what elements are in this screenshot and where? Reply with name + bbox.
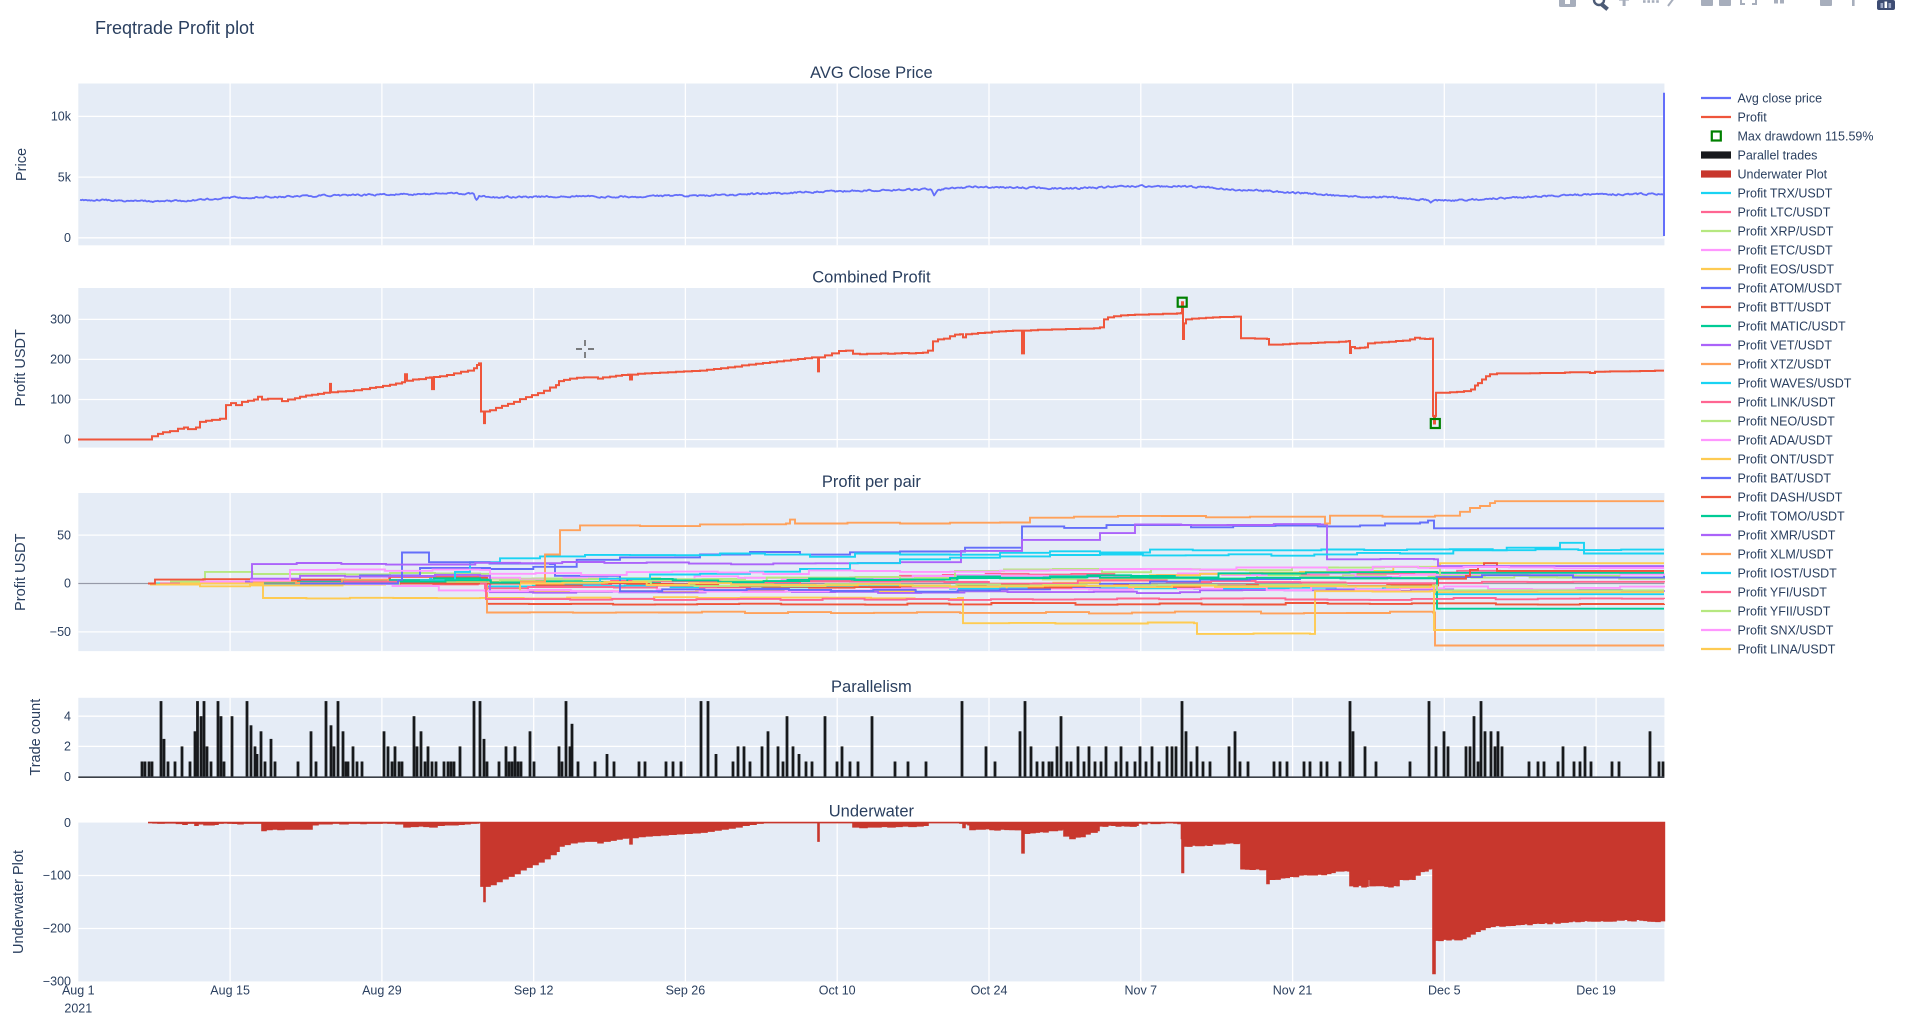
svg-text:−200: −200 [43, 922, 71, 936]
svg-text:Profit TOMO/USDT: Profit TOMO/USDT [1738, 509, 1846, 523]
svg-text:Combined Profit: Combined Profit [812, 269, 931, 287]
svg-text:300: 300 [50, 313, 71, 327]
svg-text:AVG Close Price: AVG Close Price [810, 64, 933, 82]
svg-text:Max drawdown 115.59%: Max drawdown 115.59% [1738, 129, 1874, 143]
svg-text:200: 200 [50, 353, 71, 367]
svg-text:Profit LINA/USDT: Profit LINA/USDT [1738, 642, 1836, 656]
svg-text:Profit NEO/USDT: Profit NEO/USDT [1738, 414, 1836, 428]
svg-text:Profit: Profit [1738, 110, 1768, 124]
svg-text:Underwater Plot: Underwater Plot [11, 850, 27, 954]
svg-text:Profit BAT/USDT: Profit BAT/USDT [1738, 471, 1832, 485]
svg-text:−50: −50 [50, 625, 71, 639]
svg-text:Profit XLM/USDT: Profit XLM/USDT [1738, 547, 1834, 561]
svg-text:0: 0 [64, 577, 71, 591]
svg-text:Profit EOS/USDT: Profit EOS/USDT [1738, 262, 1835, 276]
svg-text:Aug 15: Aug 15 [210, 984, 250, 998]
svg-text:Profit USDT: Profit USDT [13, 533, 29, 610]
svg-text:Profit IOST/USDT: Profit IOST/USDT [1738, 566, 1838, 580]
svg-text:Profit ONT/USDT: Profit ONT/USDT [1738, 452, 1835, 466]
svg-text:Nov 7: Nov 7 [1124, 984, 1157, 998]
svg-text:50: 50 [57, 528, 71, 542]
svg-text:Oct 10: Oct 10 [819, 984, 856, 998]
svg-text:Profit BTT/USDT: Profit BTT/USDT [1738, 300, 1832, 314]
svg-text:−300: −300 [43, 975, 71, 989]
svg-text:Profit YFII/USDT: Profit YFII/USDT [1738, 604, 1831, 618]
svg-text:100: 100 [50, 393, 71, 407]
svg-text:Oct 24: Oct 24 [971, 984, 1008, 998]
svg-text:Dec 5: Dec 5 [1428, 984, 1461, 998]
svg-text:Profit LINK/USDT: Profit LINK/USDT [1738, 395, 1836, 409]
svg-text:Profit DASH/USDT: Profit DASH/USDT [1738, 490, 1843, 504]
svg-text:Profit VET/USDT: Profit VET/USDT [1738, 338, 1833, 352]
svg-text:Profit USDT: Profit USDT [13, 329, 29, 406]
svg-text:Profit XMR/USDT: Profit XMR/USDT [1738, 528, 1836, 542]
svg-text:Parallel trades: Parallel trades [1738, 148, 1818, 162]
svg-text:0: 0 [64, 433, 71, 447]
svg-text:Freqtrade Profit plot: Freqtrade Profit plot [95, 18, 254, 38]
svg-text:Sep 12: Sep 12 [514, 984, 554, 998]
svg-text:5k: 5k [58, 170, 72, 184]
svg-text:Profit XRP/USDT: Profit XRP/USDT [1738, 224, 1834, 238]
svg-text:Profit XTZ/USDT: Profit XTZ/USDT [1738, 357, 1832, 371]
svg-text:Price: Price [14, 148, 30, 181]
svg-text:Nov 21: Nov 21 [1273, 984, 1313, 998]
svg-text:2: 2 [64, 740, 71, 754]
svg-text:Underwater Plot: Underwater Plot [1738, 167, 1828, 181]
svg-text:Profit ATOM/USDT: Profit ATOM/USDT [1738, 281, 1843, 295]
svg-text:Profit YFI/USDT: Profit YFI/USDT [1738, 585, 1828, 599]
svg-text:Profit TRX/USDT: Profit TRX/USDT [1738, 186, 1833, 200]
svg-text:Profit ADA/USDT: Profit ADA/USDT [1738, 433, 1834, 447]
svg-text:−100: −100 [43, 869, 71, 883]
svg-text:Profit WAVES/USDT: Profit WAVES/USDT [1738, 376, 1852, 390]
svg-text:10k: 10k [51, 110, 72, 124]
svg-text:Profit LTC/USDT: Profit LTC/USDT [1738, 205, 1831, 219]
svg-text:Profit ETC/USDT: Profit ETC/USDT [1738, 243, 1834, 257]
svg-text:0: 0 [64, 770, 71, 784]
svg-text:Underwater: Underwater [829, 803, 915, 821]
svg-text:Profit per pair: Profit per pair [822, 473, 922, 491]
svg-text:4: 4 [64, 709, 71, 723]
svg-text:0: 0 [64, 816, 71, 830]
svg-text:Profit MATIC/USDT: Profit MATIC/USDT [1738, 319, 1846, 333]
svg-text:0: 0 [64, 231, 71, 245]
svg-text:Aug 1: Aug 1 [62, 984, 95, 998]
svg-text:Profit SNX/USDT: Profit SNX/USDT [1738, 623, 1834, 637]
svg-text:Dec 19: Dec 19 [1576, 984, 1616, 998]
svg-text:Trade count: Trade count [28, 699, 44, 776]
svg-text:Avg close price: Avg close price [1738, 91, 1823, 105]
svg-text:Aug 29: Aug 29 [362, 984, 402, 998]
svg-text:Sep 26: Sep 26 [666, 984, 706, 998]
svg-text:Parallelism: Parallelism [831, 678, 912, 696]
svg-text:2021: 2021 [64, 1002, 92, 1016]
